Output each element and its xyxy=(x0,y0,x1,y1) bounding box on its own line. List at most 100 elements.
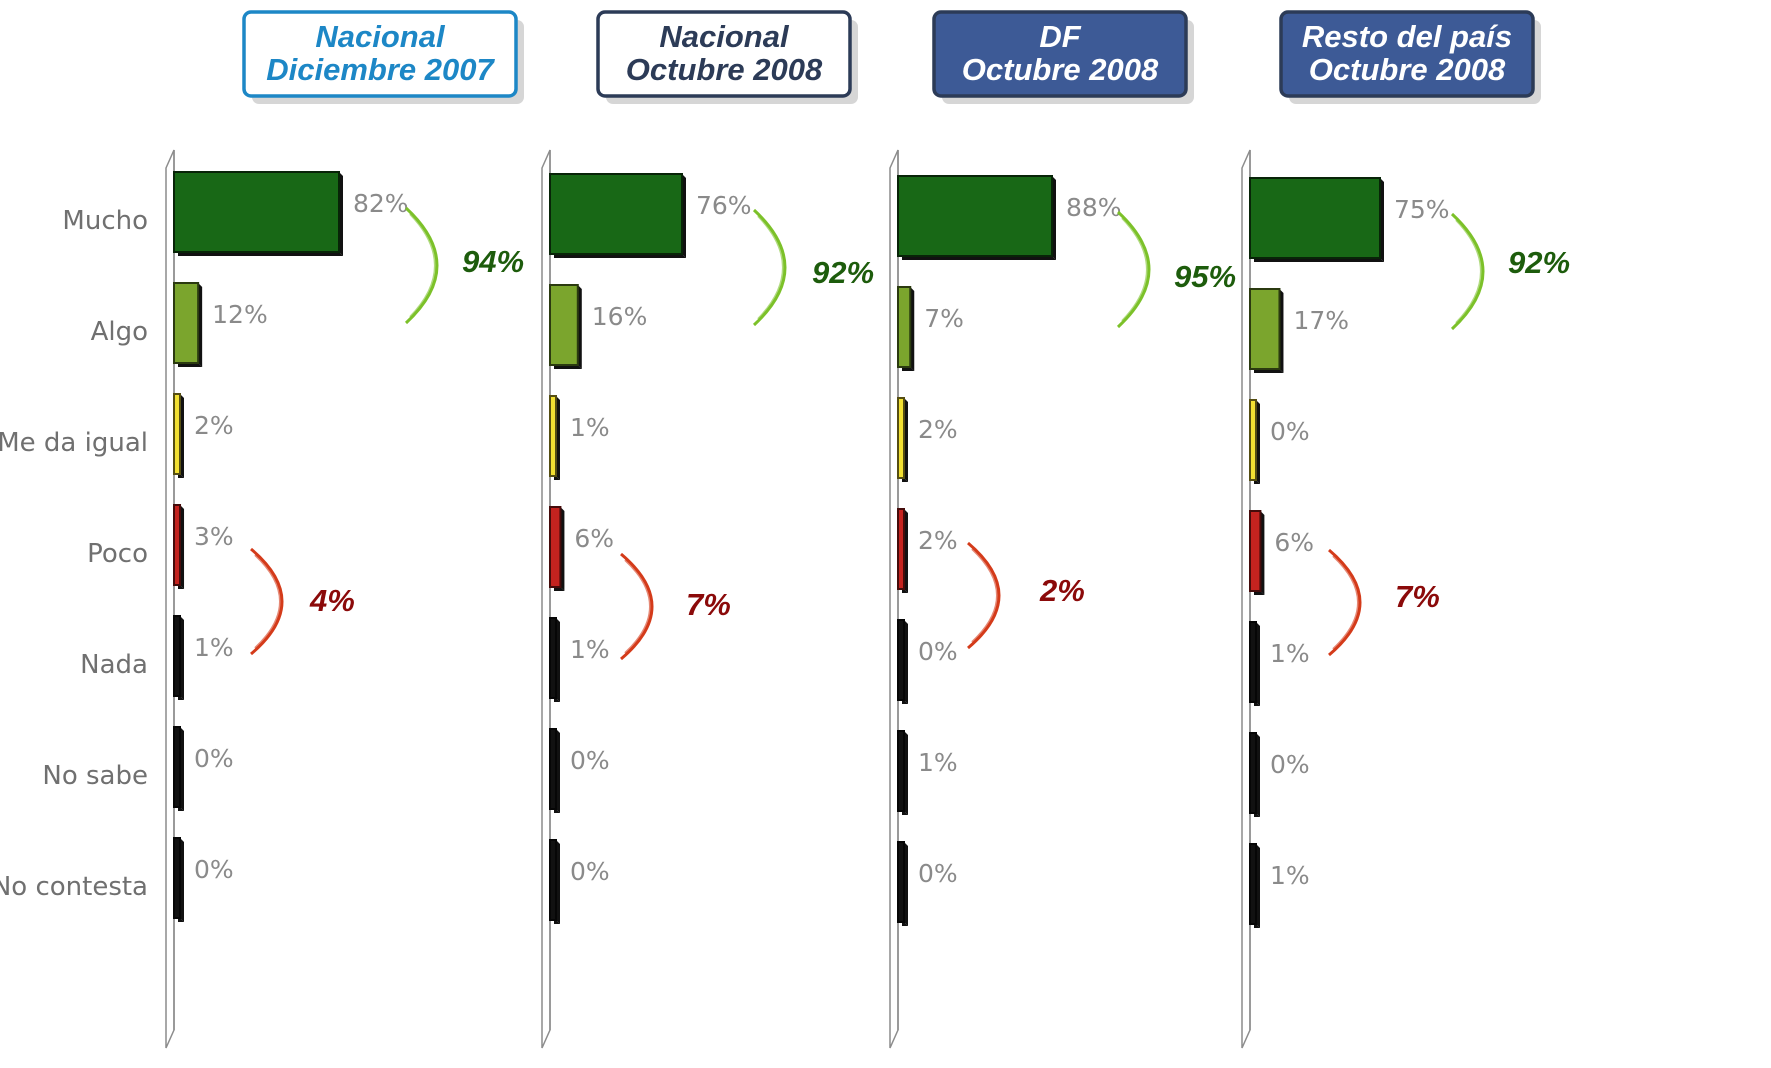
bar-value-label: 88% xyxy=(1066,193,1122,222)
bar-value-label: 16% xyxy=(592,302,648,331)
bar-value-label: 0% xyxy=(1270,750,1310,779)
panel-title-line2: Octubre 2008 xyxy=(1309,52,1506,87)
panel-title-line2: Octubre 2008 xyxy=(962,52,1159,87)
bar-side xyxy=(180,505,185,589)
top-group-bracket-inner xyxy=(757,215,784,320)
bar xyxy=(549,506,562,588)
bar-value-label: 6% xyxy=(574,524,614,553)
bar-side xyxy=(198,283,203,367)
bar xyxy=(1249,177,1381,259)
panel-header-box xyxy=(1279,10,1535,98)
top-group-total: 92% xyxy=(1508,245,1570,280)
bar xyxy=(549,617,557,699)
category-label: Poco xyxy=(87,539,148,569)
top-group-total: 95% xyxy=(1174,259,1236,294)
panel-header-box xyxy=(932,10,1188,98)
bar xyxy=(549,395,557,477)
bottom-group-total: 2% xyxy=(1039,573,1085,608)
top-group-bracket xyxy=(752,208,787,327)
axis-slab xyxy=(541,149,551,1049)
bar xyxy=(1249,510,1262,592)
category-label: Nada xyxy=(80,650,148,680)
bar-value-label: 1% xyxy=(1270,861,1310,890)
axis-slab xyxy=(1241,149,1251,1049)
bar xyxy=(173,726,181,808)
bar-value-label: 0% xyxy=(570,857,610,886)
bar xyxy=(549,173,683,255)
bar xyxy=(1249,621,1257,703)
panel-title-line1: Nacional xyxy=(659,19,790,54)
axis-slab xyxy=(165,149,175,1049)
bar xyxy=(173,282,200,364)
bar-value-label: 7% xyxy=(924,304,964,333)
bottom-group-total: 7% xyxy=(686,587,731,622)
top-group-bracket-inner xyxy=(1455,219,1482,324)
panel-title-line1: Resto del país xyxy=(1302,19,1512,54)
bottom-group-bracket xyxy=(250,547,284,656)
bar xyxy=(1249,843,1257,925)
bar-value-label: 3% xyxy=(194,522,234,551)
top-group-total: 92% xyxy=(812,255,874,290)
bar-value-label: 2% xyxy=(918,415,958,444)
bar xyxy=(1249,732,1257,814)
top-group-bracket-inner xyxy=(409,213,436,318)
bottom-group-bracket-inner xyxy=(971,548,998,643)
bar-value-label: 17% xyxy=(1293,306,1349,335)
panel-header-box xyxy=(242,10,518,98)
bar xyxy=(173,393,181,475)
bar-value-label: 0% xyxy=(194,855,234,884)
bar xyxy=(897,508,905,590)
bar-value-label: 1% xyxy=(570,413,610,442)
category-label: Me da igual xyxy=(0,428,148,458)
bar xyxy=(173,504,182,586)
bar-side xyxy=(1260,511,1265,595)
bottom-group-total: 4% xyxy=(309,583,355,618)
panel-header-box xyxy=(596,10,852,98)
bar-value-label: 1% xyxy=(1270,639,1310,668)
bar xyxy=(173,837,181,919)
bar xyxy=(1249,288,1281,370)
panel-title-line1: Nacional xyxy=(315,19,446,54)
top-group-total: 94% xyxy=(462,244,524,279)
bar xyxy=(897,175,1053,257)
top-group-bracket-inner xyxy=(1121,217,1148,322)
bar-value-label: 1% xyxy=(570,635,610,664)
bar xyxy=(897,730,905,812)
bar xyxy=(897,397,905,479)
bar xyxy=(549,284,579,366)
bottom-group-total: 7% xyxy=(1395,579,1440,614)
category-label: Mucho xyxy=(62,206,148,236)
bar-value-label: 82% xyxy=(353,189,409,218)
bottom-group-bracket xyxy=(967,541,1001,650)
category-label: No contesta xyxy=(0,872,148,902)
bottom-group-bracket xyxy=(1328,548,1362,657)
bar xyxy=(897,841,905,923)
bar-value-label: 2% xyxy=(194,411,234,440)
bar xyxy=(897,619,905,701)
bottom-group-bracket xyxy=(620,552,654,661)
bar xyxy=(549,728,557,810)
panel-title-line2: Octubre 2008 xyxy=(626,52,823,87)
bottom-group-bracket-inner xyxy=(624,559,651,654)
top-group-bracket xyxy=(1450,212,1485,331)
bar xyxy=(173,171,340,253)
bar-value-label: 75% xyxy=(1394,195,1450,224)
top-group-bracket xyxy=(404,206,439,325)
bar xyxy=(1249,399,1257,481)
bar-value-label: 0% xyxy=(194,744,234,773)
bar-value-label: 2% xyxy=(918,526,958,555)
bar xyxy=(173,615,181,697)
bar-value-label: 0% xyxy=(570,746,610,775)
bar-value-label: 12% xyxy=(212,300,268,329)
bar-side xyxy=(560,507,565,591)
bar-side xyxy=(577,285,582,369)
top-group-bracket xyxy=(1116,210,1151,329)
panel-title-line2: Diciembre 2007 xyxy=(266,52,495,87)
axis-slab xyxy=(889,149,899,1049)
bottom-group-bracket-inner xyxy=(254,554,281,649)
category-label: Algo xyxy=(91,317,148,347)
bar-value-label: 1% xyxy=(918,748,958,777)
bar-side xyxy=(1279,289,1284,373)
bar-value-label: 0% xyxy=(1270,417,1310,446)
